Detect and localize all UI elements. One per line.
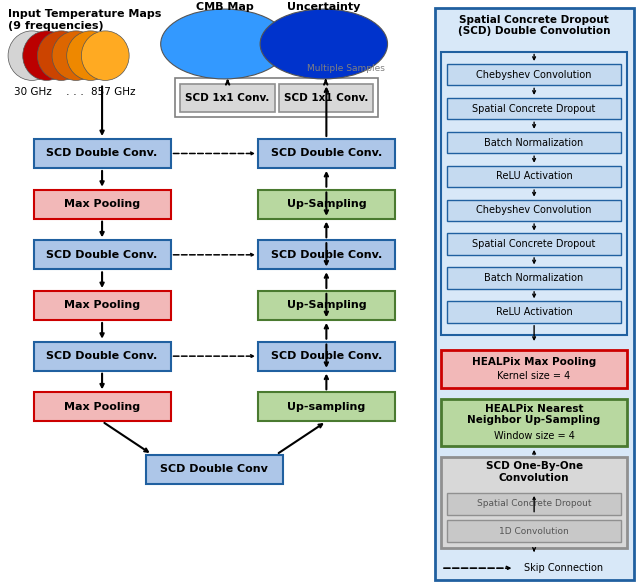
FancyBboxPatch shape	[258, 139, 395, 168]
FancyBboxPatch shape	[258, 392, 395, 421]
Ellipse shape	[52, 31, 100, 80]
FancyBboxPatch shape	[447, 200, 621, 221]
Text: HEALPix Max Pooling: HEALPix Max Pooling	[472, 357, 596, 367]
FancyBboxPatch shape	[447, 493, 621, 515]
FancyBboxPatch shape	[447, 234, 621, 255]
Text: SCD Double Conv.: SCD Double Conv.	[271, 250, 382, 260]
FancyBboxPatch shape	[441, 399, 627, 446]
FancyBboxPatch shape	[447, 267, 621, 289]
Text: Batch Normalization: Batch Normalization	[484, 137, 584, 147]
Ellipse shape	[81, 31, 129, 80]
Text: Max Pooling: Max Pooling	[64, 301, 140, 311]
Text: ReLU Activation: ReLU Activation	[496, 171, 573, 181]
Text: SCD Double Conv.: SCD Double Conv.	[47, 250, 157, 260]
Text: HEALPix Nearest: HEALPix Nearest	[485, 404, 583, 414]
Text: Batch Normalization: Batch Normalization	[484, 273, 584, 283]
Text: Max Pooling: Max Pooling	[64, 199, 140, 209]
Text: 857 GHz: 857 GHz	[91, 87, 135, 97]
Text: CMB Map: CMB Map	[196, 2, 253, 12]
Text: 1D Convolution: 1D Convolution	[499, 527, 569, 536]
Text: SCD Double Conv.: SCD Double Conv.	[271, 149, 382, 158]
Ellipse shape	[8, 31, 56, 80]
Ellipse shape	[37, 31, 85, 80]
FancyBboxPatch shape	[447, 131, 621, 153]
Text: ReLU Activation: ReLU Activation	[496, 307, 573, 317]
FancyBboxPatch shape	[33, 392, 171, 421]
FancyBboxPatch shape	[447, 301, 621, 323]
Text: Up-Sampling: Up-Sampling	[287, 301, 366, 311]
FancyBboxPatch shape	[447, 521, 621, 542]
Text: Input Temperature Maps
(9 frequencies): Input Temperature Maps (9 frequencies)	[8, 9, 161, 31]
FancyBboxPatch shape	[441, 52, 627, 335]
Text: SCD Double Conv.: SCD Double Conv.	[47, 149, 157, 158]
FancyBboxPatch shape	[447, 166, 621, 187]
FancyBboxPatch shape	[258, 291, 395, 320]
Ellipse shape	[67, 31, 115, 80]
Text: . . .: . . .	[66, 87, 84, 97]
Text: Neighbor Up-Sampling: Neighbor Up-Sampling	[467, 415, 601, 425]
FancyBboxPatch shape	[441, 350, 627, 387]
Text: Spatial Concrete Dropout: Spatial Concrete Dropout	[472, 239, 596, 249]
Text: Max Pooling: Max Pooling	[64, 402, 140, 412]
Text: Uncertainty: Uncertainty	[287, 2, 360, 12]
Text: SCD 1x1 Conv.: SCD 1x1 Conv.	[186, 93, 270, 103]
Text: Kernel size = 4: Kernel size = 4	[497, 371, 571, 381]
Ellipse shape	[260, 9, 388, 79]
Text: Chebyshev Convolution: Chebyshev Convolution	[476, 70, 592, 80]
FancyBboxPatch shape	[180, 83, 275, 112]
FancyBboxPatch shape	[435, 8, 634, 580]
Ellipse shape	[23, 31, 70, 80]
FancyBboxPatch shape	[33, 342, 171, 371]
FancyBboxPatch shape	[258, 240, 395, 269]
Text: Up-Sampling: Up-Sampling	[287, 199, 366, 209]
Text: Multiple Samples: Multiple Samples	[307, 64, 385, 73]
FancyBboxPatch shape	[447, 98, 621, 119]
FancyBboxPatch shape	[278, 83, 373, 112]
Text: SCD Double Conv.: SCD Double Conv.	[271, 351, 382, 361]
Text: Spatial Concrete Dropout
(SCD) Double Convolution: Spatial Concrete Dropout (SCD) Double Co…	[458, 15, 611, 36]
Text: Spatial Concrete Dropout: Spatial Concrete Dropout	[477, 500, 591, 508]
FancyBboxPatch shape	[258, 342, 395, 371]
Text: SCD Double Conv.: SCD Double Conv.	[47, 351, 157, 361]
Text: SCD One-By-One
Convolution: SCD One-By-One Convolution	[486, 461, 582, 483]
Text: Window size = 4: Window size = 4	[493, 431, 575, 441]
FancyBboxPatch shape	[33, 240, 171, 269]
FancyBboxPatch shape	[33, 190, 171, 219]
FancyBboxPatch shape	[146, 454, 283, 484]
Text: Spatial Concrete Dropout: Spatial Concrete Dropout	[472, 103, 596, 114]
Ellipse shape	[161, 9, 288, 79]
Text: Skip Connection: Skip Connection	[524, 563, 603, 573]
Text: Up-sampling: Up-sampling	[287, 402, 365, 412]
Text: Chebyshev Convolution: Chebyshev Convolution	[476, 205, 592, 215]
FancyBboxPatch shape	[33, 139, 171, 168]
FancyBboxPatch shape	[441, 457, 627, 548]
FancyBboxPatch shape	[258, 190, 395, 219]
FancyBboxPatch shape	[33, 291, 171, 320]
Text: 30 GHz: 30 GHz	[14, 87, 52, 97]
FancyBboxPatch shape	[447, 64, 621, 86]
Text: SCD 1x1 Conv.: SCD 1x1 Conv.	[284, 93, 368, 103]
Text: SCD Double Conv: SCD Double Conv	[160, 464, 268, 474]
